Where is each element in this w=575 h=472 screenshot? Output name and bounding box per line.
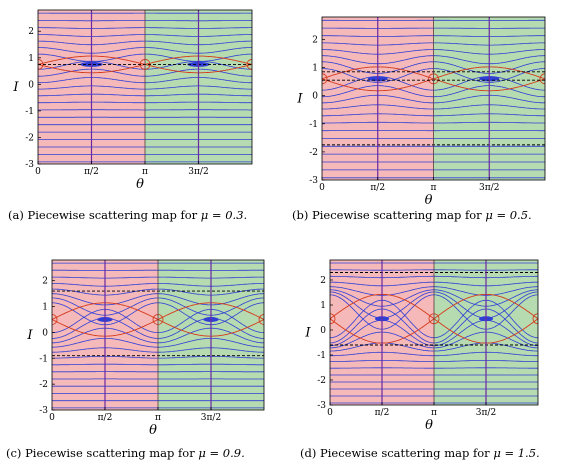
y-tick-label: 1 — [312, 64, 318, 74]
curves-group — [52, 260, 264, 410]
y-axis-label: I — [304, 326, 311, 341]
x-tick-label: 3π/2 — [479, 183, 499, 193]
y-tick-label: -2 — [25, 133, 34, 143]
y-tick-label: 1 — [320, 301, 326, 311]
y-tick-label: -1 — [317, 351, 326, 361]
x-tick-label: 0 — [327, 408, 333, 418]
x-tick-label: π/2 — [375, 408, 390, 418]
hyperbolic-point-mark — [330, 313, 336, 325]
x-axis-label: θ — [149, 423, 157, 438]
phase-portrait-a: 210-1-2-30 π/2 π 3π/2Iθ — [12, 9, 253, 192]
x-axis-label: θ — [425, 193, 433, 208]
phase-portrait-d: 210-1-2-30 π/2 π 3π/2Iθ — [304, 259, 539, 433]
x-tick-label: π — [431, 408, 437, 418]
y-tick-label: 2 — [320, 276, 326, 286]
y-tick-label: 0 — [320, 326, 326, 336]
y-tick-label: -1 — [39, 354, 48, 364]
caption-c-mu: μ = 0.9. — [198, 446, 245, 460]
y-axis-label: I — [12, 80, 19, 95]
caption-b: (b) Piecewise scattering map for μ = 0.5… — [292, 208, 532, 222]
caption-d-mu: μ = 1.5. — [493, 446, 540, 460]
y-tick-label: 2 — [42, 277, 48, 287]
y-tick-label: 0 — [42, 328, 48, 338]
y-tick-label: -3 — [25, 160, 34, 170]
x-tick-label: 0 — [49, 413, 55, 423]
x-tick-label: π/2 — [370, 183, 385, 193]
y-tick-label: -3 — [317, 401, 326, 411]
y-tick-label: 1 — [28, 54, 34, 64]
caption-a: (a) Piecewise scattering map for μ = 0.3… — [8, 208, 247, 222]
x-tick-label: π/2 — [84, 167, 99, 177]
phase-portrait-c: 210-1-2-30 π/2 π 3π/2Iθ — [26, 259, 265, 438]
x-tick-label: 3π/2 — [201, 413, 221, 423]
caption-b-mu: μ = 0.5. — [485, 208, 532, 222]
y-axis-label: I — [296, 92, 303, 107]
x-tick-label: 3π/2 — [188, 167, 208, 177]
x-axis-label: θ — [136, 177, 144, 192]
y-tick-label: -3 — [39, 406, 48, 416]
y-tick-label: -1 — [309, 120, 318, 130]
y-tick-label: 2 — [28, 27, 34, 37]
hyperbolic-point-mark — [52, 314, 58, 325]
x-tick-label: π — [155, 413, 161, 423]
y-axis-label: I — [26, 328, 33, 343]
curves-group — [322, 17, 545, 180]
y-tick-label: 0 — [312, 92, 318, 102]
caption-c: (c) Piecewise scattering map for μ = 0.9… — [6, 446, 245, 460]
x-axis-label: θ — [425, 418, 433, 433]
caption-a-mu: μ = 0.3. — [200, 208, 248, 222]
x-tick-label: π — [142, 167, 148, 177]
y-tick-label: 1 — [42, 303, 48, 313]
curves-group — [330, 260, 538, 405]
y-tick-label: -2 — [317, 376, 326, 386]
y-tick-label: -2 — [309, 148, 318, 158]
caption-a-text: (a) Piecewise scattering map for — [8, 208, 201, 222]
caption-d: (d) Piecewise scattering map for μ = 1.5… — [300, 446, 540, 460]
y-tick-label: -2 — [39, 380, 48, 390]
hyperbolic-point-mark — [322, 73, 328, 85]
y-tick-label: -1 — [25, 107, 34, 117]
caption-d-text: (d) Piecewise scattering map for — [300, 446, 494, 460]
x-tick-label: π/2 — [98, 413, 113, 423]
caption-b-text: (b) Piecewise scattering map for — [292, 208, 486, 222]
phase-portrait-b: 210-1-2-30 π/2 π 3π/2Iθ — [296, 16, 546, 208]
y-tick-label: 0 — [28, 80, 34, 90]
x-tick-label: π — [431, 183, 437, 193]
x-tick-label: 0 — [35, 167, 41, 177]
y-tick-label: -3 — [309, 176, 318, 186]
y-tick-label: 2 — [312, 35, 318, 45]
caption-c-text: (c) Piecewise scattering map for — [6, 446, 199, 460]
curves-group — [38, 10, 252, 164]
x-tick-label: 0 — [319, 183, 325, 193]
x-tick-label: 3π/2 — [476, 408, 496, 418]
